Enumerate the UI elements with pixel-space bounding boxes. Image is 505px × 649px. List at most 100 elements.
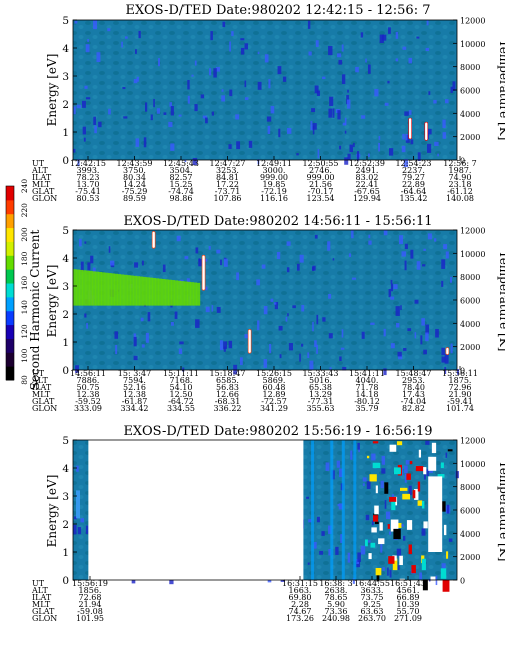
ephemeris-value: 7886. <box>77 376 100 385</box>
spectrogram-speckle <box>211 111 214 116</box>
saturated-cell <box>422 579 428 591</box>
ephemeris-value: 82.57 <box>170 173 193 182</box>
colorbar-tick-label: 200 <box>20 227 29 242</box>
spectrogram-speckle <box>347 89 349 93</box>
spectrogram-speckle <box>94 125 97 134</box>
spectrogram-speckle <box>332 258 335 261</box>
ephemeris-value: 7168. <box>170 376 193 385</box>
saturated-cell <box>384 482 389 494</box>
spectrogram-speckle <box>182 367 185 372</box>
x-tick-label: 16:31:15 <box>282 579 318 588</box>
spectrogram-speckle <box>170 143 175 151</box>
spectrogram-speckle <box>316 90 321 97</box>
spectrogram-speckle <box>136 76 139 82</box>
spectrogram-speckle <box>399 524 404 527</box>
spectrogram-speckle <box>229 89 233 97</box>
spectrogram-speckle <box>244 334 248 339</box>
spectrogram-speckle <box>337 53 342 58</box>
spectrogram-speckle <box>306 496 309 499</box>
spectrogram-speckle <box>236 272 240 281</box>
colorbar-frame <box>5 185 15 381</box>
spectrogram-speckle <box>73 106 76 115</box>
spectrogram-streak <box>408 117 412 140</box>
saturated-cell <box>440 501 446 512</box>
x-tick-label: 12:49:11 <box>256 159 292 168</box>
spectrogram-speckle <box>368 153 370 157</box>
saturated-cell <box>418 449 422 458</box>
saturated-cell <box>389 496 397 502</box>
enhanced-band-cell <box>164 279 169 306</box>
enhanced-band-cell <box>92 271 96 306</box>
spectrogram-speckle <box>277 66 282 75</box>
spectrogram-speckle <box>287 127 292 134</box>
panel-2-title: EXOS-D/TED Date:980202 14:56:11 - 15:56:… <box>123 214 432 229</box>
ephemeris-value: 73.36 <box>325 607 348 616</box>
enhanced-band-cell <box>193 282 198 306</box>
ephemeris-value: 334.42 <box>121 404 149 413</box>
spectrogram-speckle <box>356 151 360 161</box>
ephemeris-value: 55.70 <box>397 607 420 616</box>
saturated-cell <box>392 558 398 571</box>
ephemeris-value: -59.41 <box>447 397 473 406</box>
saturated-cell <box>412 490 416 499</box>
spectrogram-speckle <box>76 104 81 109</box>
spectrogram-speckle <box>425 332 429 342</box>
ephemeris-row-label: ILAT <box>32 383 52 392</box>
spectrogram-speckle <box>339 356 342 361</box>
spectrogram-speckle <box>96 52 101 63</box>
ephemeris-value: 78.65 <box>325 593 348 602</box>
spectrogram-speckle <box>347 153 351 161</box>
colorbar-tick-label: 140 <box>20 300 29 315</box>
y2-tick-label: 2000 <box>460 343 480 352</box>
spectrogram-speckle <box>266 116 272 122</box>
spectrogram-speckle <box>445 251 449 259</box>
y2-tick-label: 8000 <box>460 273 480 282</box>
spectrogram-speckle <box>223 341 228 349</box>
x-tick-label: 15:33:43 <box>303 369 339 378</box>
spectrogram-speckle <box>370 322 375 325</box>
spectrogram-speckle <box>314 234 318 239</box>
ephemeris-value: 17.43 <box>402 390 425 399</box>
enhanced-band-cell <box>120 274 125 306</box>
y-tick-label: 2 <box>62 519 69 531</box>
spectrogram-speckle <box>286 267 290 273</box>
spectrogram-speckle <box>194 60 197 66</box>
spectrogram-streak <box>445 347 450 355</box>
spectrogram-speckle <box>228 340 233 349</box>
spectrogram-speckle <box>328 293 332 299</box>
spectrogram-speckle <box>194 104 198 112</box>
spectrogram-speckle <box>156 108 161 114</box>
x-tick-label: 12:43:59 <box>117 159 153 168</box>
spectrogram-speckle <box>229 41 231 52</box>
spectrogram-speckle <box>421 318 425 326</box>
spectrogram-speckle <box>400 305 402 311</box>
ephemeris-value: 2237. <box>402 166 425 175</box>
spectrogram-speckle <box>383 368 387 376</box>
saturated-cell <box>414 488 419 500</box>
spectrogram-speckle <box>82 126 86 135</box>
panel-3-title: EXOS-D/TED Date:980202 15:56:19 - 16:56:… <box>123 424 432 439</box>
saturated-cell <box>388 556 395 564</box>
saturated-cell <box>371 527 377 533</box>
spectrogram-speckle <box>213 68 217 78</box>
spectrogram-speckle <box>397 351 402 357</box>
spectrogram-speckle <box>122 86 126 90</box>
spectrogram-streak <box>201 254 206 291</box>
ephemeris-value: 5869. <box>263 376 286 385</box>
spectrogram-speckle <box>150 114 153 121</box>
enhanced-band-cell <box>180 281 185 306</box>
saturated-cell <box>365 539 368 547</box>
ephemeris-value: 23.18 <box>449 180 472 189</box>
ephemeris-value: 21.56 <box>309 180 332 189</box>
spectrogram-streak <box>341 440 345 580</box>
spectrogram-speckle <box>414 299 419 304</box>
enhanced-band-cell <box>171 280 175 306</box>
spectrogram-speckle <box>84 241 87 244</box>
enhanced-band-cell <box>95 271 99 306</box>
y-tick-label: 0 <box>62 575 69 587</box>
enhanced-band-cell <box>142 276 147 306</box>
spectrogram-speckle <box>341 329 344 338</box>
saturated-cell <box>390 519 399 532</box>
ephemeris-value: -75.29 <box>122 187 148 196</box>
spectrogram-speckle <box>240 38 245 41</box>
